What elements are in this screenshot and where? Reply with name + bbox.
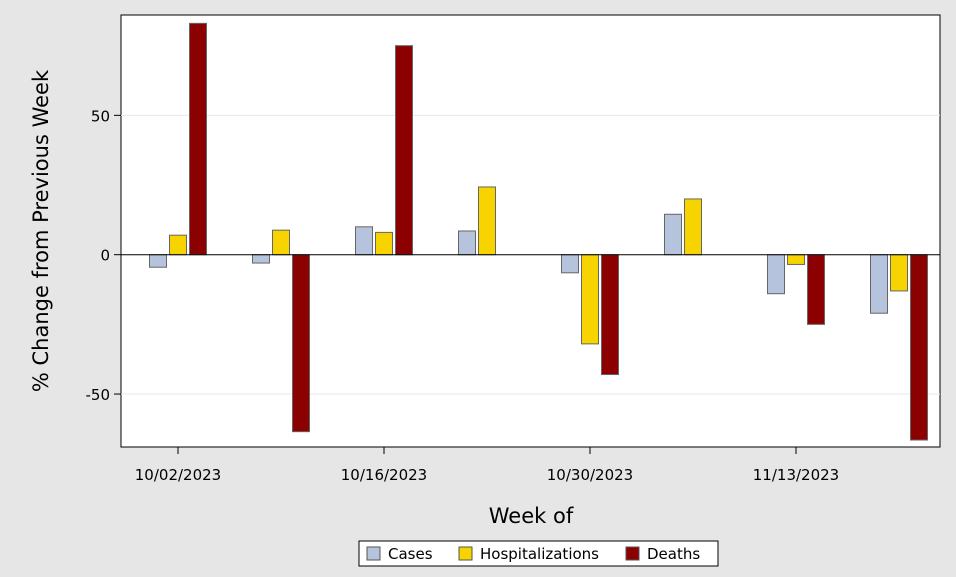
grid-lines	[121, 114, 940, 395]
x-axis: 10/02/2023 10/16/2023 10/30/2023 11/13/2023	[135, 447, 839, 484]
legend-box	[358, 540, 719, 567]
y-tick-label: -50	[86, 386, 111, 404]
y-axis: -50 0 50	[86, 107, 121, 404]
bar-hospitalizations	[272, 229, 290, 256]
x-tick-label: 11/13/2023	[753, 466, 839, 484]
bar-cases	[767, 254, 785, 295]
bar-cases	[870, 254, 888, 314]
x-tick-label: 10/30/2023	[547, 466, 633, 484]
bar-deaths	[395, 45, 413, 256]
bar-deaths	[601, 254, 619, 376]
bar-hospitalizations	[787, 254, 805, 265]
bar-hospitalizations	[375, 231, 393, 256]
bar-cases	[355, 226, 373, 256]
x-tick-label: 10/16/2023	[341, 466, 427, 484]
bar-deaths	[189, 22, 207, 256]
bar-hospitalizations	[581, 254, 599, 345]
bar-cases	[561, 254, 579, 274]
y-axis-label: % Change from Previous Week	[29, 69, 53, 392]
bar-hospitalizations	[169, 234, 187, 256]
bar-deaths	[292, 254, 310, 433]
bar-cases	[252, 254, 270, 264]
legend: Cases Hospitalizations Deaths	[358, 540, 719, 567]
bar-cases	[664, 213, 682, 256]
legend-label-deaths: Deaths	[647, 545, 700, 563]
bar-deaths	[807, 254, 825, 325]
plot-area	[120, 14, 941, 448]
bar-cases	[458, 230, 476, 256]
bar-hospitalizations	[478, 186, 496, 256]
bar-hospitalizations	[890, 254, 908, 292]
legend-swatch-cases	[366, 546, 381, 561]
bar-cases	[149, 254, 167, 268]
bar-hospitalizations	[684, 198, 702, 256]
legend-swatch-hospitalizations	[458, 546, 473, 561]
x-tick-label: 10/02/2023	[135, 466, 221, 484]
y-tick-label: 50	[91, 107, 110, 125]
bar-deaths	[910, 254, 928, 441]
x-axis-label: Week of	[489, 504, 574, 528]
y-tick-label: 0	[100, 247, 110, 265]
legend-swatch-deaths	[625, 546, 640, 561]
legend-label-hospitalizations: Hospitalizations	[480, 545, 599, 563]
legend-label-cases: Cases	[388, 545, 433, 563]
